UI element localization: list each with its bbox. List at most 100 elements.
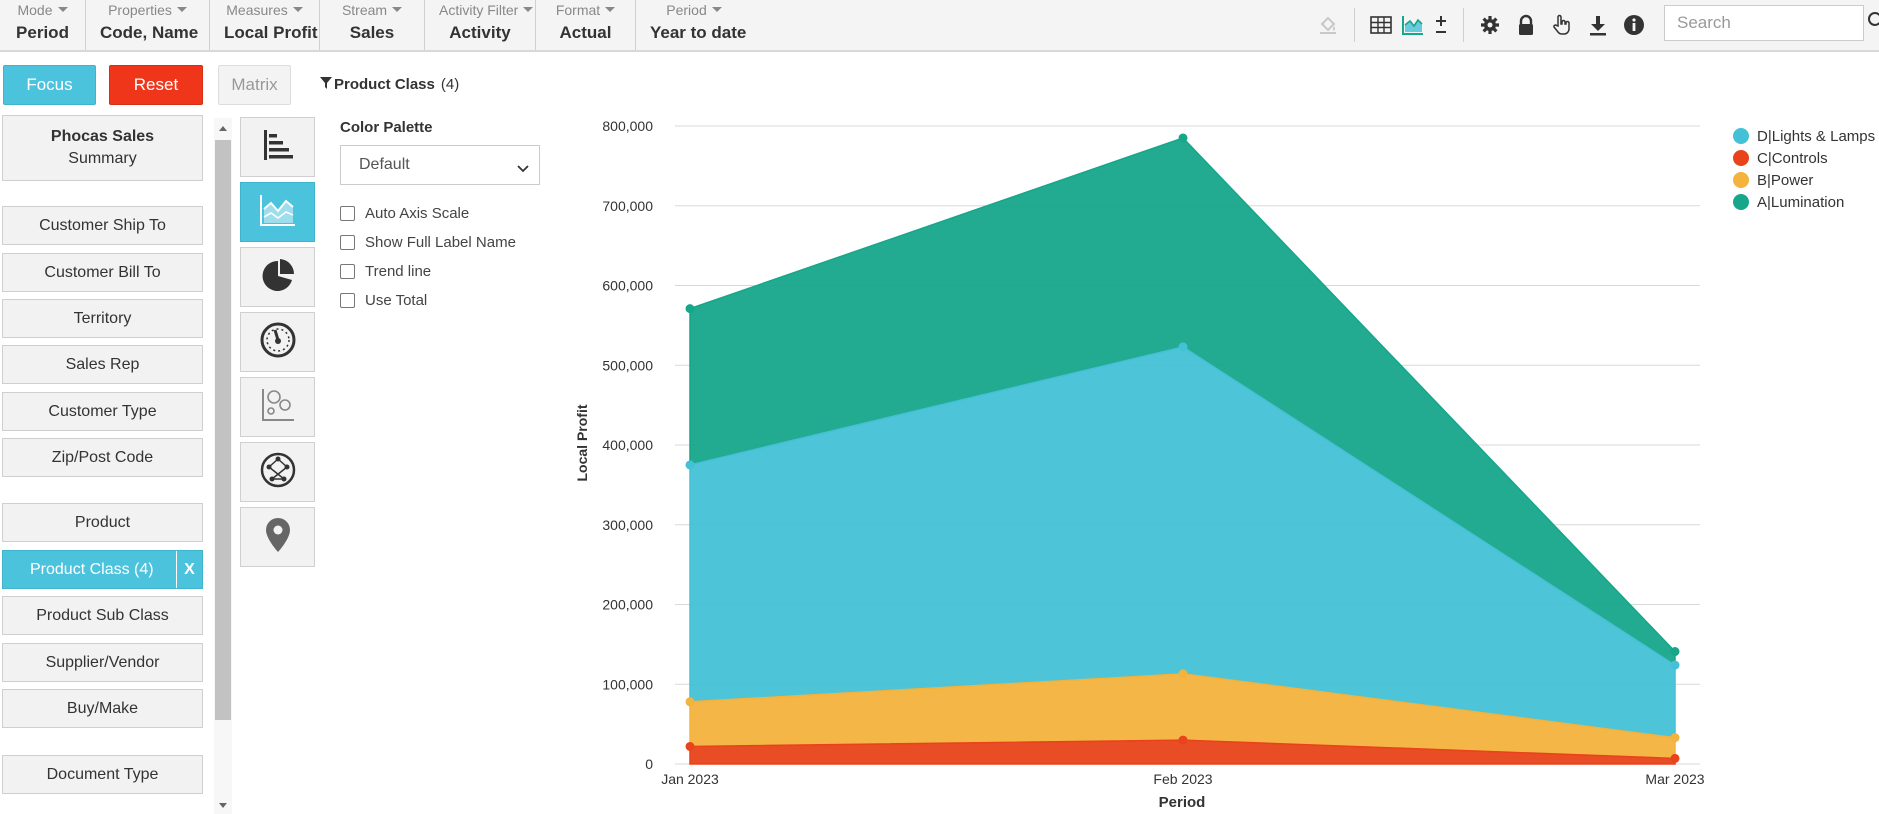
color-palette-value: Default — [359, 156, 410, 173]
reset-button[interactable]: Reset — [109, 65, 203, 105]
toolbar-properties-label: Properties — [100, 2, 195, 18]
color-palette-select[interactable]: Default — [340, 145, 540, 185]
legend-item-b-power[interactable]: B|Power — [1733, 169, 1875, 191]
trend-line-checkbox[interactable]: Trend line — [340, 263, 431, 280]
chevron-down-icon — [517, 160, 529, 178]
toolbar-measures-value: Local Profit — [224, 23, 318, 42]
legend-item-d-lights-lamps[interactable]: D|Lights & Lamps — [1733, 125, 1875, 147]
x-tick-label: Feb 2023 — [1153, 771, 1212, 787]
point-c-controls[interactable] — [1178, 735, 1188, 745]
lock-icon[interactable] — [1508, 7, 1544, 43]
legend-label: C|Controls — [1757, 149, 1828, 167]
auto-axis-scale-checkbox[interactable]: Auto Axis Scale — [340, 205, 469, 222]
point-a-lumination[interactable] — [685, 304, 695, 314]
y-tick-label: 600,000 — [602, 278, 653, 294]
matrix-button[interactable]: Matrix — [218, 65, 291, 105]
point-c-controls[interactable] — [685, 741, 695, 751]
y-axis-ticks: 0 100,000 200,000 300,000 400,000 500,000 600,… — [602, 118, 653, 772]
point-a-lumination[interactable] — [1178, 133, 1188, 143]
sidebar-item-product[interactable]: Product — [2, 503, 203, 542]
toolbar-period[interactable]: Period Year to date — [636, 0, 752, 50]
toolbar-activity-filter-value: Activity — [449, 23, 511, 42]
legend-label: B|Power — [1757, 171, 1814, 189]
x-axis-label: Period — [1159, 794, 1206, 811]
y-axis-label: Local Profit — [574, 404, 590, 481]
download-icon[interactable] — [1580, 7, 1616, 43]
sidebar-scrollbar[interactable] — [214, 118, 232, 814]
toolbar-properties[interactable]: Properties Code, Name — [86, 0, 210, 50]
toolbar-icon-group — [1310, 0, 1652, 50]
sidebar-item-sales-rep[interactable]: Sales Rep — [2, 345, 203, 384]
search-input[interactable] — [1664, 5, 1864, 41]
color-palette-title: Color Palette — [340, 119, 433, 136]
sidebar-item-customer-ship-to[interactable]: Customer Ship To — [2, 206, 203, 245]
legend-item-a-lumination[interactable]: A|Lumination — [1733, 191, 1875, 213]
sidebar-item-territory[interactable]: Territory — [2, 299, 203, 338]
checkbox-box[interactable] — [340, 235, 355, 250]
checkbox-box[interactable] — [340, 206, 355, 221]
focus-button[interactable]: Focus — [3, 65, 96, 105]
point-d-lights-lamps[interactable] — [685, 460, 695, 470]
plus-minus-icon[interactable] — [1427, 7, 1455, 43]
use-total-checkbox[interactable]: Use Total — [340, 292, 427, 309]
search-icon[interactable] — [1866, 10, 1879, 35]
sidebar-item-document-type[interactable]: Document Type — [2, 755, 203, 794]
scatter-chart-type-button[interactable] — [240, 377, 315, 437]
pointer-hand-icon[interactable] — [1544, 7, 1580, 43]
legend-swatch — [1733, 194, 1749, 210]
point-c-controls[interactable] — [1670, 753, 1680, 763]
checkbox-box[interactable] — [340, 264, 355, 279]
gauge-chart-type-button[interactable] — [240, 312, 315, 372]
sidebar-item-zip-post-code[interactable]: Zip/Post Code — [2, 438, 203, 477]
area-chart-type-button[interactable] — [240, 182, 315, 242]
y-tick-label: 300,000 — [602, 517, 653, 533]
x-tick-label: Jan 2023 — [661, 771, 719, 787]
pie-chart-type-button[interactable] — [240, 247, 315, 307]
toolbar-mode[interactable]: Mode Period — [0, 0, 86, 50]
bar-chart-type-button[interactable] — [240, 117, 315, 177]
y-tick-label: 500,000 — [602, 357, 653, 373]
point-a-lumination[interactable] — [1670, 647, 1680, 657]
toolbar-stream[interactable]: Stream Sales — [320, 0, 425, 50]
point-b-power[interactable] — [1178, 669, 1188, 679]
filter-tag-name: Product Class — [334, 76, 435, 93]
horizontal-bar-chart-icon — [261, 128, 295, 167]
toolbar-period-label: Period — [650, 2, 738, 18]
sidebar-item-supplier-vendor[interactable]: Supplier/Vendor — [2, 643, 203, 682]
table-grid-icon[interactable] — [1363, 7, 1399, 43]
scrollbar-thumb[interactable] — [215, 140, 231, 720]
paint-bucket-icon[interactable] — [1310, 7, 1346, 43]
point-b-power[interactable] — [1670, 733, 1680, 743]
active-filter-tag[interactable]: Product Class (4) — [320, 76, 459, 93]
sidebar-item-buy-make[interactable]: Buy/Make — [2, 689, 203, 728]
checkbox-box[interactable] — [340, 293, 355, 308]
legend-item-c-controls[interactable]: C|Controls — [1733, 147, 1875, 169]
point-d-lights-lamps[interactable] — [1670, 660, 1680, 670]
network-diagram-icon — [259, 451, 297, 494]
sidebar-item-product-sub-class[interactable]: Product Sub Class — [2, 596, 203, 635]
toolbar-stream-label: Stream — [334, 2, 410, 18]
show-full-label-name-checkbox[interactable]: Show Full Label Name — [340, 234, 516, 251]
info-icon[interactable] — [1616, 7, 1652, 43]
network-chart-type-button[interactable] — [240, 442, 315, 502]
chart-points — [685, 133, 1680, 763]
toolbar-measures[interactable]: Measures Local Profit — [210, 0, 320, 50]
chart-view-icon[interactable] — [1399, 7, 1427, 43]
scroll-up-icon[interactable] — [219, 126, 227, 131]
sidebar-item-sales-summary[interactable]: Phocas Sales Summary — [2, 115, 203, 181]
legend-swatch — [1733, 150, 1749, 166]
point-d-lights-lamps[interactable] — [1178, 342, 1188, 352]
toolbar-activity-filter[interactable]: Activity Filter Activity — [425, 0, 536, 50]
map-chart-type-button[interactable] — [240, 507, 315, 567]
sidebar-item-product-class[interactable]: Product Class (4) X — [2, 550, 203, 589]
summary-title: Phocas Sales — [50, 128, 155, 145]
x-tick-label: Mar 2023 — [1645, 771, 1704, 787]
point-b-power[interactable] — [685, 697, 695, 707]
sidebar-item-customer-bill-to[interactable]: Customer Bill To — [2, 253, 203, 292]
gear-icon[interactable] — [1472, 7, 1508, 43]
scroll-down-icon[interactable] — [219, 803, 227, 808]
chart-areas — [689, 137, 1676, 765]
remove-filter-button[interactable]: X — [176, 551, 202, 588]
sidebar-item-customer-type[interactable]: Customer Type — [2, 392, 203, 431]
toolbar-format[interactable]: Format Actual — [536, 0, 636, 50]
